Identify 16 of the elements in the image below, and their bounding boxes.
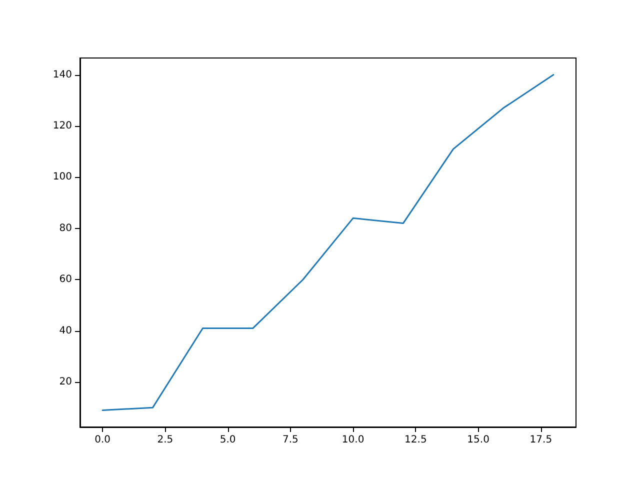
y-tick-label: 120 [52, 120, 72, 132]
y-tick-label: 40 [59, 325, 72, 336]
x-tick-label: 7.5 [282, 434, 298, 446]
y-tick-label: 80 [59, 222, 72, 234]
y-tick-label: 100 [52, 172, 72, 183]
x-tick-label: 17.5 [530, 434, 552, 446]
x-tick-label: 12.5 [404, 434, 427, 446]
x-tick-label: 5.0 [220, 434, 236, 446]
y-tick-label: 60 [59, 274, 72, 286]
y-tick-label: 140 [52, 69, 72, 80]
x-tick-label: 2.5 [157, 434, 174, 446]
line-series [102, 74, 554, 411]
x-tick-label: 15.0 [467, 434, 490, 446]
x-tick-label: 0.0 [94, 434, 110, 446]
x-tick-label: 10.0 [342, 434, 364, 446]
y-tick-label: 20 [59, 376, 72, 388]
